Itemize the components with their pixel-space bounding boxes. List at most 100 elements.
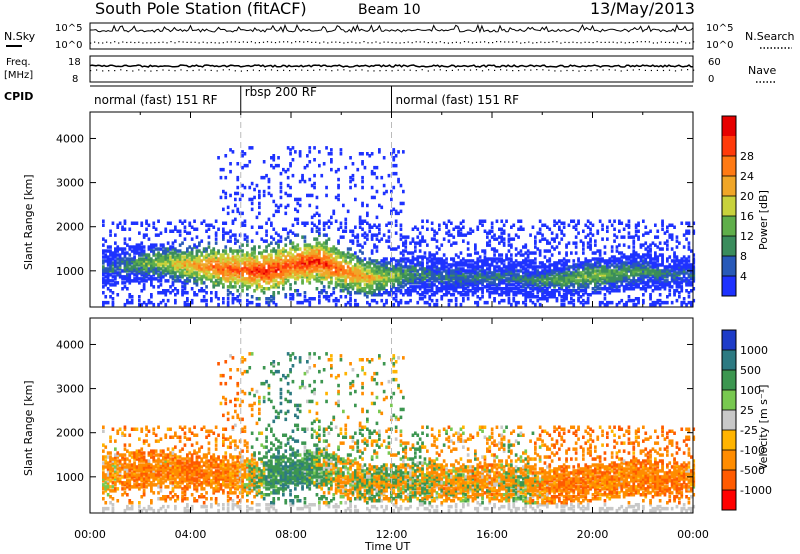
power-cell xyxy=(294,265,297,269)
power-cell xyxy=(308,300,312,305)
nave-point xyxy=(186,70,188,72)
power-cell xyxy=(656,277,660,281)
power-cell xyxy=(644,267,648,271)
power-cell xyxy=(418,267,422,271)
power-cell xyxy=(522,253,525,257)
power-cell xyxy=(603,251,607,255)
power-cell xyxy=(577,221,580,225)
power-cell xyxy=(229,267,232,271)
power-cell xyxy=(253,259,256,263)
power-cell xyxy=(147,223,151,227)
power-cell xyxy=(486,243,489,247)
power-cell xyxy=(594,285,597,289)
power-cell xyxy=(416,235,420,239)
power-cell xyxy=(133,259,136,263)
power-cell xyxy=(553,277,556,281)
power-cell xyxy=(543,289,547,293)
nave-point xyxy=(192,69,194,72)
power-cell xyxy=(385,261,388,265)
power-cell xyxy=(632,267,636,271)
power-cell xyxy=(598,249,602,253)
power-cell xyxy=(409,251,412,255)
power-cell xyxy=(687,273,691,277)
cpid-segment-label: normal (fast) 151 RF xyxy=(396,93,520,107)
power-cell xyxy=(558,251,561,255)
nsearch-point xyxy=(198,42,200,44)
power-cell xyxy=(147,255,151,259)
power-cell xyxy=(586,271,590,275)
power-cell xyxy=(493,287,496,291)
power-cell xyxy=(342,259,345,263)
power-cell xyxy=(483,271,487,275)
power-cell xyxy=(250,279,254,283)
power-cell xyxy=(663,241,667,245)
power-cell xyxy=(430,283,434,287)
power-cell xyxy=(543,285,547,289)
power-cell xyxy=(342,235,345,239)
power-cell xyxy=(637,277,640,281)
nsearch-point xyxy=(624,42,626,44)
power-cell xyxy=(490,263,494,267)
power-cell xyxy=(308,193,312,198)
power-cell xyxy=(219,257,223,261)
power-cell xyxy=(498,235,501,239)
power-cell xyxy=(502,291,506,295)
power-cell xyxy=(565,293,568,297)
nave-point xyxy=(228,69,230,71)
power-cell xyxy=(147,257,151,261)
power-cell xyxy=(642,267,645,271)
nave-point xyxy=(620,70,622,72)
power-cell xyxy=(598,263,602,267)
nsearch-point xyxy=(166,42,168,44)
power-cell xyxy=(651,281,655,285)
power-cell xyxy=(649,259,652,263)
power-cell xyxy=(200,259,204,263)
power-cell xyxy=(462,298,465,303)
power-cell xyxy=(526,253,530,257)
power-cell xyxy=(618,221,621,225)
power-cell xyxy=(248,273,252,277)
power-cell xyxy=(181,241,184,245)
power-cell xyxy=(351,271,355,275)
power-cell xyxy=(205,285,208,289)
power-cell xyxy=(130,271,134,275)
power-cell xyxy=(421,273,424,277)
power-cell xyxy=(272,261,276,265)
power-cell xyxy=(690,302,693,307)
power-cell xyxy=(656,265,660,269)
power-cell xyxy=(231,255,235,259)
power-cell xyxy=(344,277,348,281)
power-cell xyxy=(483,219,487,223)
power-cell xyxy=(231,297,235,301)
power-cell xyxy=(358,225,362,229)
power-cell xyxy=(378,289,381,293)
power-cell xyxy=(440,279,444,283)
power-cell xyxy=(150,275,153,279)
power-cell xyxy=(493,267,496,271)
power-cell xyxy=(656,229,660,233)
power-cell xyxy=(159,243,163,247)
power-cell xyxy=(289,152,292,156)
power-cell xyxy=(349,293,352,297)
power-cell xyxy=(435,259,439,263)
nsky-tick-top: 10^5 xyxy=(55,23,82,34)
nsearch-point xyxy=(415,41,417,43)
power-cell xyxy=(594,239,597,243)
power-cell xyxy=(586,233,590,237)
power-cell xyxy=(639,277,643,281)
power-cell xyxy=(606,279,609,283)
power-cell xyxy=(543,297,547,301)
power-cell xyxy=(433,261,436,265)
power-cell xyxy=(474,275,477,279)
power-cell xyxy=(445,293,448,297)
nave-point xyxy=(343,69,345,71)
power-cell xyxy=(673,273,676,277)
power-cell xyxy=(481,267,484,271)
power-cell xyxy=(354,271,357,275)
power-cell xyxy=(682,297,686,301)
power-cell xyxy=(430,265,434,269)
power-cell xyxy=(286,235,290,239)
power-cell xyxy=(649,243,652,247)
power-cell xyxy=(639,243,643,247)
power-cell xyxy=(234,197,237,202)
